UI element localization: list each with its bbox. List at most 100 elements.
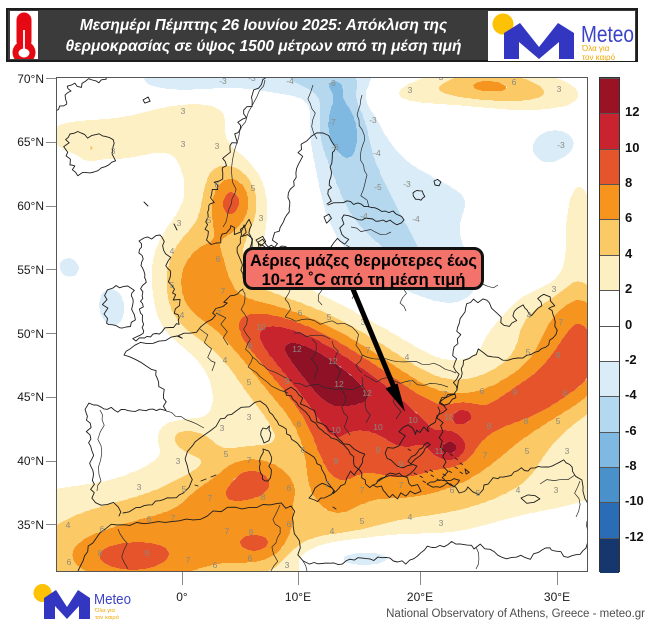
svg-text:6: 6 xyxy=(301,445,306,455)
svg-text:9: 9 xyxy=(376,445,381,455)
svg-text:6: 6 xyxy=(287,483,292,493)
svg-text:10: 10 xyxy=(373,422,383,432)
svg-text:6: 6 xyxy=(100,524,105,534)
svg-text:3: 3 xyxy=(439,518,444,528)
svg-text:5: 5 xyxy=(360,516,365,526)
svg-text:-7: -7 xyxy=(328,117,336,127)
svg-text:7: 7 xyxy=(325,479,330,489)
svg-text:8: 8 xyxy=(563,388,568,398)
svg-text:3: 3 xyxy=(552,284,557,294)
svg-text:Meteo: Meteo xyxy=(94,591,131,608)
svg-text:8: 8 xyxy=(261,492,266,502)
svg-text:7: 7 xyxy=(225,526,230,536)
svg-text:3: 3 xyxy=(285,560,290,570)
svg-text:3: 3 xyxy=(557,84,562,94)
svg-text:6: 6 xyxy=(248,553,253,563)
svg-text:10: 10 xyxy=(331,425,341,435)
svg-text:-3: -3 xyxy=(403,179,411,189)
svg-text:10: 10 xyxy=(408,415,418,425)
svg-text:4: 4 xyxy=(330,526,335,536)
svg-text:6: 6 xyxy=(298,308,303,318)
svg-text:3: 3 xyxy=(554,485,559,495)
svg-text:7: 7 xyxy=(366,345,371,355)
svg-text:4: 4 xyxy=(223,355,228,365)
svg-text:6: 6 xyxy=(215,180,220,190)
svg-text:3: 3 xyxy=(408,85,413,95)
svg-text:7: 7 xyxy=(221,286,226,296)
svg-text:4: 4 xyxy=(408,512,413,522)
svg-text:8: 8 xyxy=(248,341,253,351)
svg-text:5: 5 xyxy=(526,347,531,357)
svg-text:-6: -6 xyxy=(328,78,336,88)
svg-text:7: 7 xyxy=(559,317,564,327)
svg-text:6: 6 xyxy=(213,560,218,570)
svg-text:7: 7 xyxy=(360,485,365,495)
svg-text:4: 4 xyxy=(527,310,532,320)
svg-text:5: 5 xyxy=(327,312,332,322)
svg-text:3: 3 xyxy=(259,213,264,223)
svg-text:7: 7 xyxy=(217,308,222,318)
svg-text:9: 9 xyxy=(334,456,339,466)
svg-text:7: 7 xyxy=(186,555,191,565)
svg-text:Όλα για: Όλα για xyxy=(581,44,610,53)
svg-text:5: 5 xyxy=(207,215,212,225)
svg-text:9: 9 xyxy=(513,387,518,397)
svg-text:6: 6 xyxy=(216,254,221,264)
svg-text:12: 12 xyxy=(292,344,302,354)
svg-text:3: 3 xyxy=(181,139,186,149)
svg-text:4: 4 xyxy=(66,520,71,530)
svg-text:3: 3 xyxy=(220,423,225,433)
svg-text:3: 3 xyxy=(215,141,220,151)
svg-text:7: 7 xyxy=(171,513,176,523)
svg-text:3: 3 xyxy=(137,482,142,492)
svg-text:5: 5 xyxy=(182,484,187,494)
svg-text:7: 7 xyxy=(208,493,213,503)
svg-text:3: 3 xyxy=(361,317,366,327)
svg-text:Meteo: Meteo xyxy=(581,21,634,47)
svg-text:-5: -5 xyxy=(374,182,382,192)
svg-text:4: 4 xyxy=(180,310,185,320)
svg-text:7: 7 xyxy=(399,480,404,490)
svg-text:Όλα για: Όλα για xyxy=(94,608,115,614)
svg-text:6: 6 xyxy=(297,419,302,429)
svg-text:9: 9 xyxy=(145,548,150,558)
svg-text:3: 3 xyxy=(176,456,181,466)
svg-text:5: 5 xyxy=(224,449,229,459)
svg-text:11: 11 xyxy=(435,446,444,456)
svg-text:6: 6 xyxy=(480,386,485,396)
svg-text:3: 3 xyxy=(177,218,182,228)
svg-text:7: 7 xyxy=(443,389,448,399)
svg-text:-4: -4 xyxy=(360,211,368,221)
svg-text:6: 6 xyxy=(512,77,517,87)
svg-text:-3: -3 xyxy=(369,115,377,125)
svg-text:4: 4 xyxy=(516,485,521,495)
svg-text:-4: -4 xyxy=(412,214,420,224)
svg-text:3: 3 xyxy=(181,106,186,116)
svg-text:4: 4 xyxy=(170,246,175,256)
svg-text:-3: -3 xyxy=(557,140,565,150)
svg-text:12: 12 xyxy=(328,356,338,366)
svg-text:-6: -6 xyxy=(331,142,339,152)
svg-text:7: 7 xyxy=(483,450,488,460)
svg-text:5: 5 xyxy=(247,377,252,387)
svg-text:9: 9 xyxy=(285,376,290,386)
svg-text:8: 8 xyxy=(98,548,103,558)
svg-text:τον καιρό: τον καιρό xyxy=(582,53,616,61)
svg-text:9: 9 xyxy=(556,350,561,360)
svg-text:10: 10 xyxy=(444,412,454,422)
svg-text:7: 7 xyxy=(408,378,413,388)
svg-text:6: 6 xyxy=(450,485,455,495)
svg-text:τον καιρό: τον καιρό xyxy=(95,614,119,621)
svg-text:7: 7 xyxy=(247,455,252,465)
svg-text:6: 6 xyxy=(67,557,72,567)
svg-text:5: 5 xyxy=(556,416,561,426)
svg-text:-4: -4 xyxy=(286,77,294,86)
svg-text:3: 3 xyxy=(565,446,570,456)
svg-text:3: 3 xyxy=(111,146,116,156)
svg-text:3: 3 xyxy=(247,412,252,422)
svg-text:5: 5 xyxy=(525,446,530,456)
svg-text:4: 4 xyxy=(405,352,410,362)
svg-text:10: 10 xyxy=(256,322,266,332)
svg-text:6: 6 xyxy=(287,519,292,529)
svg-text:5: 5 xyxy=(251,183,256,193)
